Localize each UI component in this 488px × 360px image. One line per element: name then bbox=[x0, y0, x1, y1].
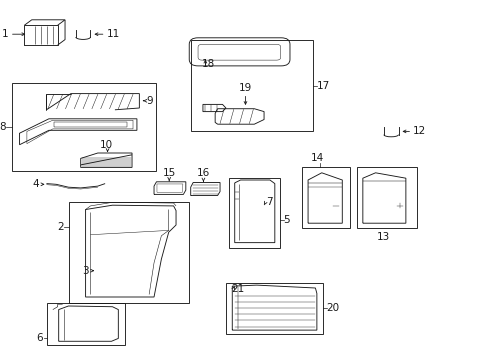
Bar bbox=[69, 202, 188, 303]
Text: 1: 1 bbox=[2, 29, 9, 39]
Text: 4: 4 bbox=[32, 179, 39, 189]
Text: 8: 8 bbox=[0, 122, 6, 132]
Text: 9: 9 bbox=[146, 96, 153, 106]
Text: 20: 20 bbox=[326, 303, 339, 313]
Text: 18: 18 bbox=[201, 59, 214, 69]
Text: 6: 6 bbox=[36, 333, 43, 343]
Text: 14: 14 bbox=[310, 153, 324, 163]
Text: 21: 21 bbox=[230, 284, 244, 294]
Bar bbox=[302, 167, 349, 228]
Text: 10: 10 bbox=[100, 140, 113, 150]
Text: 17: 17 bbox=[316, 81, 329, 91]
Text: 16: 16 bbox=[196, 168, 210, 178]
Bar bbox=[12, 83, 156, 171]
Text: 19: 19 bbox=[238, 83, 252, 93]
Bar bbox=[47, 303, 125, 345]
Text: 3: 3 bbox=[82, 266, 89, 276]
Bar bbox=[190, 40, 312, 131]
Bar bbox=[228, 178, 280, 248]
Text: 2: 2 bbox=[57, 222, 63, 232]
Bar bbox=[356, 167, 416, 228]
Text: 12: 12 bbox=[412, 126, 426, 136]
Text: 13: 13 bbox=[376, 232, 390, 242]
Text: 7: 7 bbox=[266, 197, 273, 207]
Text: 5: 5 bbox=[283, 215, 290, 225]
Bar bbox=[226, 283, 322, 334]
Text: 15: 15 bbox=[162, 168, 176, 178]
Text: 11: 11 bbox=[106, 29, 120, 39]
